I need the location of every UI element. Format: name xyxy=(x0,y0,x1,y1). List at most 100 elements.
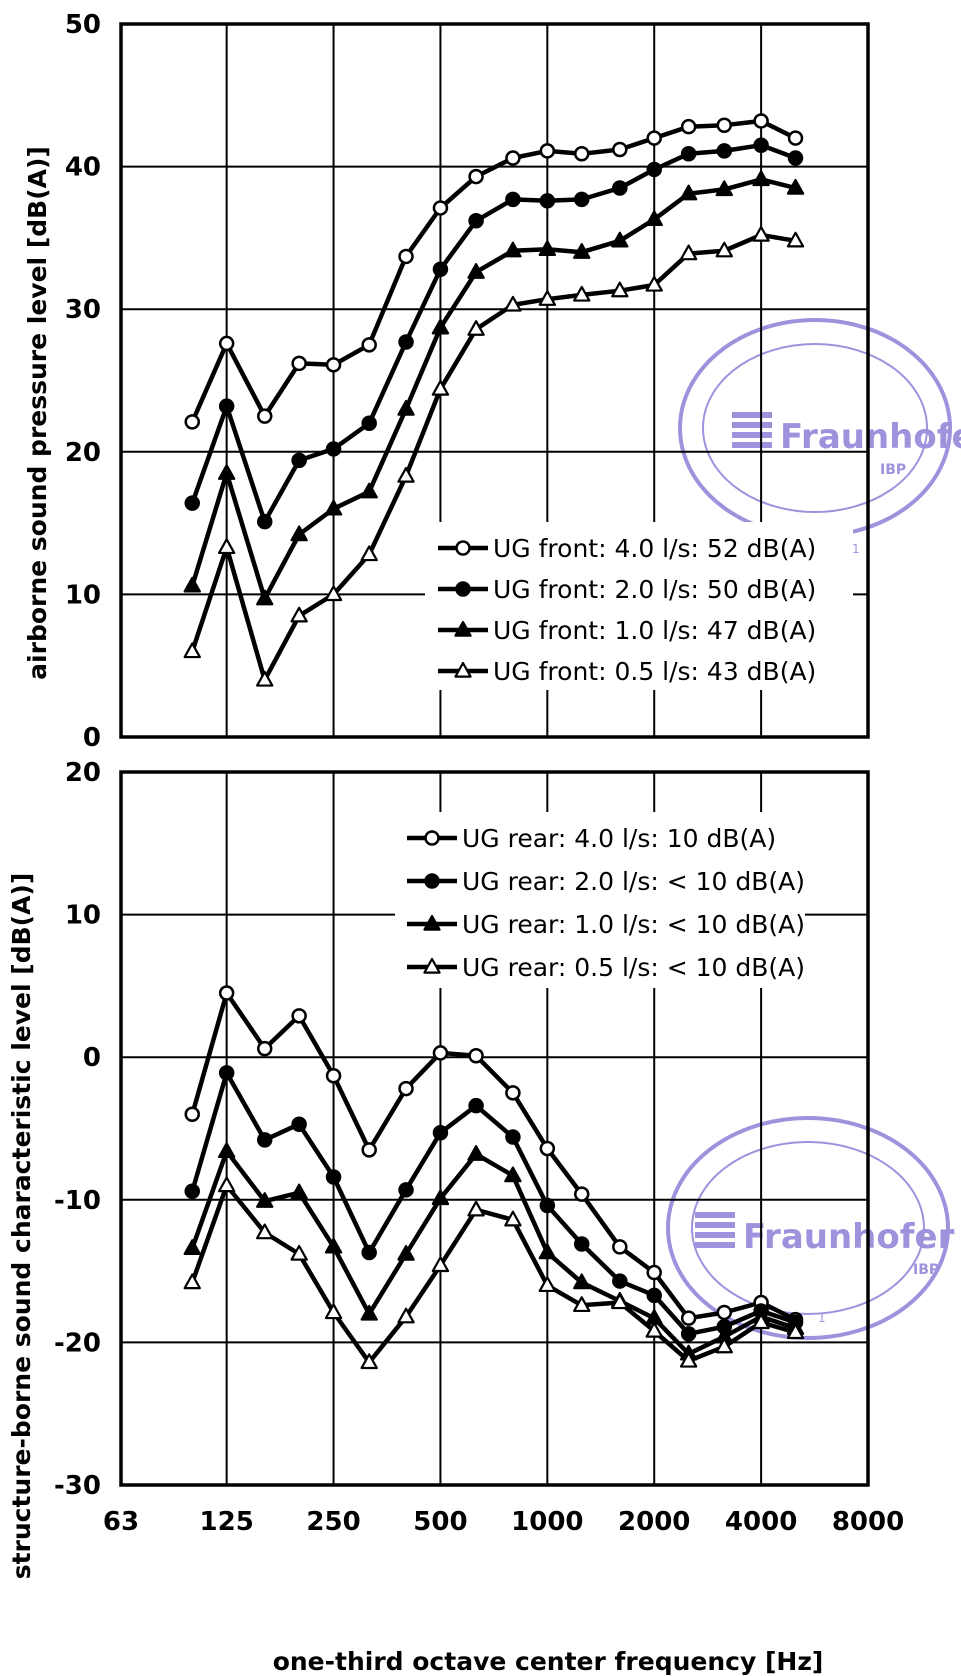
data-point xyxy=(467,263,485,279)
data-point xyxy=(468,1097,484,1114)
legend-marker xyxy=(423,957,441,974)
legend-background xyxy=(425,522,853,690)
data-point xyxy=(646,161,662,178)
data-point xyxy=(361,415,377,432)
legend-layer: UG front: 4.0 l/s: 52 dB(A) UG front: 2.0… xyxy=(407,534,816,982)
data-point xyxy=(538,1243,557,1260)
legend-entry: UG front: 1.0 l/s: 47 dB(A) xyxy=(438,616,816,645)
x-tick-label: 250 xyxy=(306,1507,360,1537)
stamp-logo-text: Fraunhofer xyxy=(780,417,961,457)
data-point xyxy=(538,290,557,306)
data-point xyxy=(183,576,201,593)
legend-label: UG rear: 4.0 l/s: 10 dB(A) xyxy=(462,824,776,853)
data-point xyxy=(361,1142,377,1158)
data-point xyxy=(432,261,449,278)
plot-frame xyxy=(119,22,870,739)
data-point xyxy=(325,441,342,457)
data-point xyxy=(468,213,484,229)
x-tick-label: 4000 xyxy=(725,1507,797,1537)
y-tick-label: 20 xyxy=(65,758,101,788)
stamp-mark-text: 1 xyxy=(852,542,860,556)
data-point xyxy=(256,1192,274,1208)
legend-label: UG rear: 2.0 l/s: < 10 dB(A) xyxy=(462,867,805,896)
data-point xyxy=(786,178,805,195)
data-point xyxy=(290,1244,308,1261)
legend-label: UG rear: 1.0 l/s: < 10 dB(A) xyxy=(462,910,805,939)
legend-entry: UG front: 2.0 l/s: 50 dB(A) xyxy=(438,575,816,604)
data-point xyxy=(184,495,201,511)
data-point xyxy=(397,1244,415,1261)
legend-label: UG front: 0.5 l/s: 43 dB(A) xyxy=(493,657,816,686)
stamp-inner-ring xyxy=(702,343,928,513)
legend-marker xyxy=(424,873,440,889)
data-point xyxy=(573,1236,590,1252)
data-point xyxy=(612,1239,628,1255)
data-point xyxy=(218,398,235,414)
data-point xyxy=(183,642,201,659)
data-point xyxy=(612,180,628,196)
data-point xyxy=(612,141,628,158)
legend-marker xyxy=(455,581,471,597)
data-point xyxy=(467,1200,485,1217)
data-point xyxy=(679,1351,698,1368)
y-tick-label: 50 xyxy=(65,10,101,40)
y-tick-label: 10 xyxy=(65,580,101,610)
data-point xyxy=(256,1132,273,1148)
data-point xyxy=(256,589,274,606)
data-point xyxy=(183,1273,201,1290)
data-point xyxy=(361,1244,377,1261)
legend-entry: UG rear: 1.0 l/s: < 10 dB(A) xyxy=(407,910,805,939)
data-point xyxy=(217,1142,236,1159)
legend-entry: UG front: 0.5 l/s: 43 dB(A) xyxy=(438,657,816,686)
legend-entry: UG front: 4.0 l/s: 52 dB(A) xyxy=(438,534,816,563)
data-point xyxy=(611,281,629,298)
data-point xyxy=(715,241,733,258)
data-point xyxy=(468,1048,484,1064)
y-tick-label: 0 xyxy=(83,1043,101,1073)
data-point xyxy=(218,985,235,1001)
data-point xyxy=(573,191,590,208)
stamp-sub-text: IBP xyxy=(913,1262,939,1278)
series-line xyxy=(190,177,797,601)
data-point xyxy=(679,184,698,201)
data-point xyxy=(505,150,521,166)
data-point xyxy=(360,545,378,562)
data-point xyxy=(217,538,236,555)
data-point xyxy=(539,143,556,159)
data-point xyxy=(398,1182,414,1198)
legend-marker xyxy=(424,830,440,846)
data-point xyxy=(290,1183,308,1200)
x-tick-label: 500 xyxy=(413,1507,467,1537)
data-point xyxy=(431,379,450,396)
data-point xyxy=(218,1065,235,1081)
data-point xyxy=(611,1293,629,1310)
x-tick-label: 8000 xyxy=(832,1507,904,1537)
data-point xyxy=(291,355,307,372)
data-point xyxy=(291,1116,307,1132)
y-tick-label: 10 xyxy=(65,901,101,931)
data-point xyxy=(716,143,733,159)
data-point xyxy=(787,130,804,146)
legend-background xyxy=(395,812,805,988)
y-axis-label-structure-borne: structure-borne sound characteristic lev… xyxy=(7,873,36,1580)
y-tick-label: 0 xyxy=(83,723,101,753)
data-point xyxy=(752,1313,770,1330)
data-point xyxy=(716,117,733,133)
data-point xyxy=(645,275,663,292)
stamp-logo-text: Fraunhofer xyxy=(743,1217,955,1257)
data-point xyxy=(183,1239,201,1255)
data-point xyxy=(612,1273,628,1289)
x-tick-label: 2000 xyxy=(618,1507,690,1537)
data-point xyxy=(715,180,733,197)
y-tick-label: -10 xyxy=(54,1186,101,1216)
data-point xyxy=(431,1189,450,1206)
data-point xyxy=(398,248,414,265)
data-point xyxy=(504,1166,522,1183)
legend-label: UG front: 1.0 l/s: 47 dB(A) xyxy=(493,616,816,645)
data-point xyxy=(217,1176,236,1193)
data-point xyxy=(646,130,662,146)
data-point xyxy=(539,1197,556,1214)
legend-marker xyxy=(454,661,472,678)
legend-entry: UG rear: 2.0 l/s: < 10 dB(A) xyxy=(407,867,805,896)
stamp-outer-ring xyxy=(666,1116,950,1340)
